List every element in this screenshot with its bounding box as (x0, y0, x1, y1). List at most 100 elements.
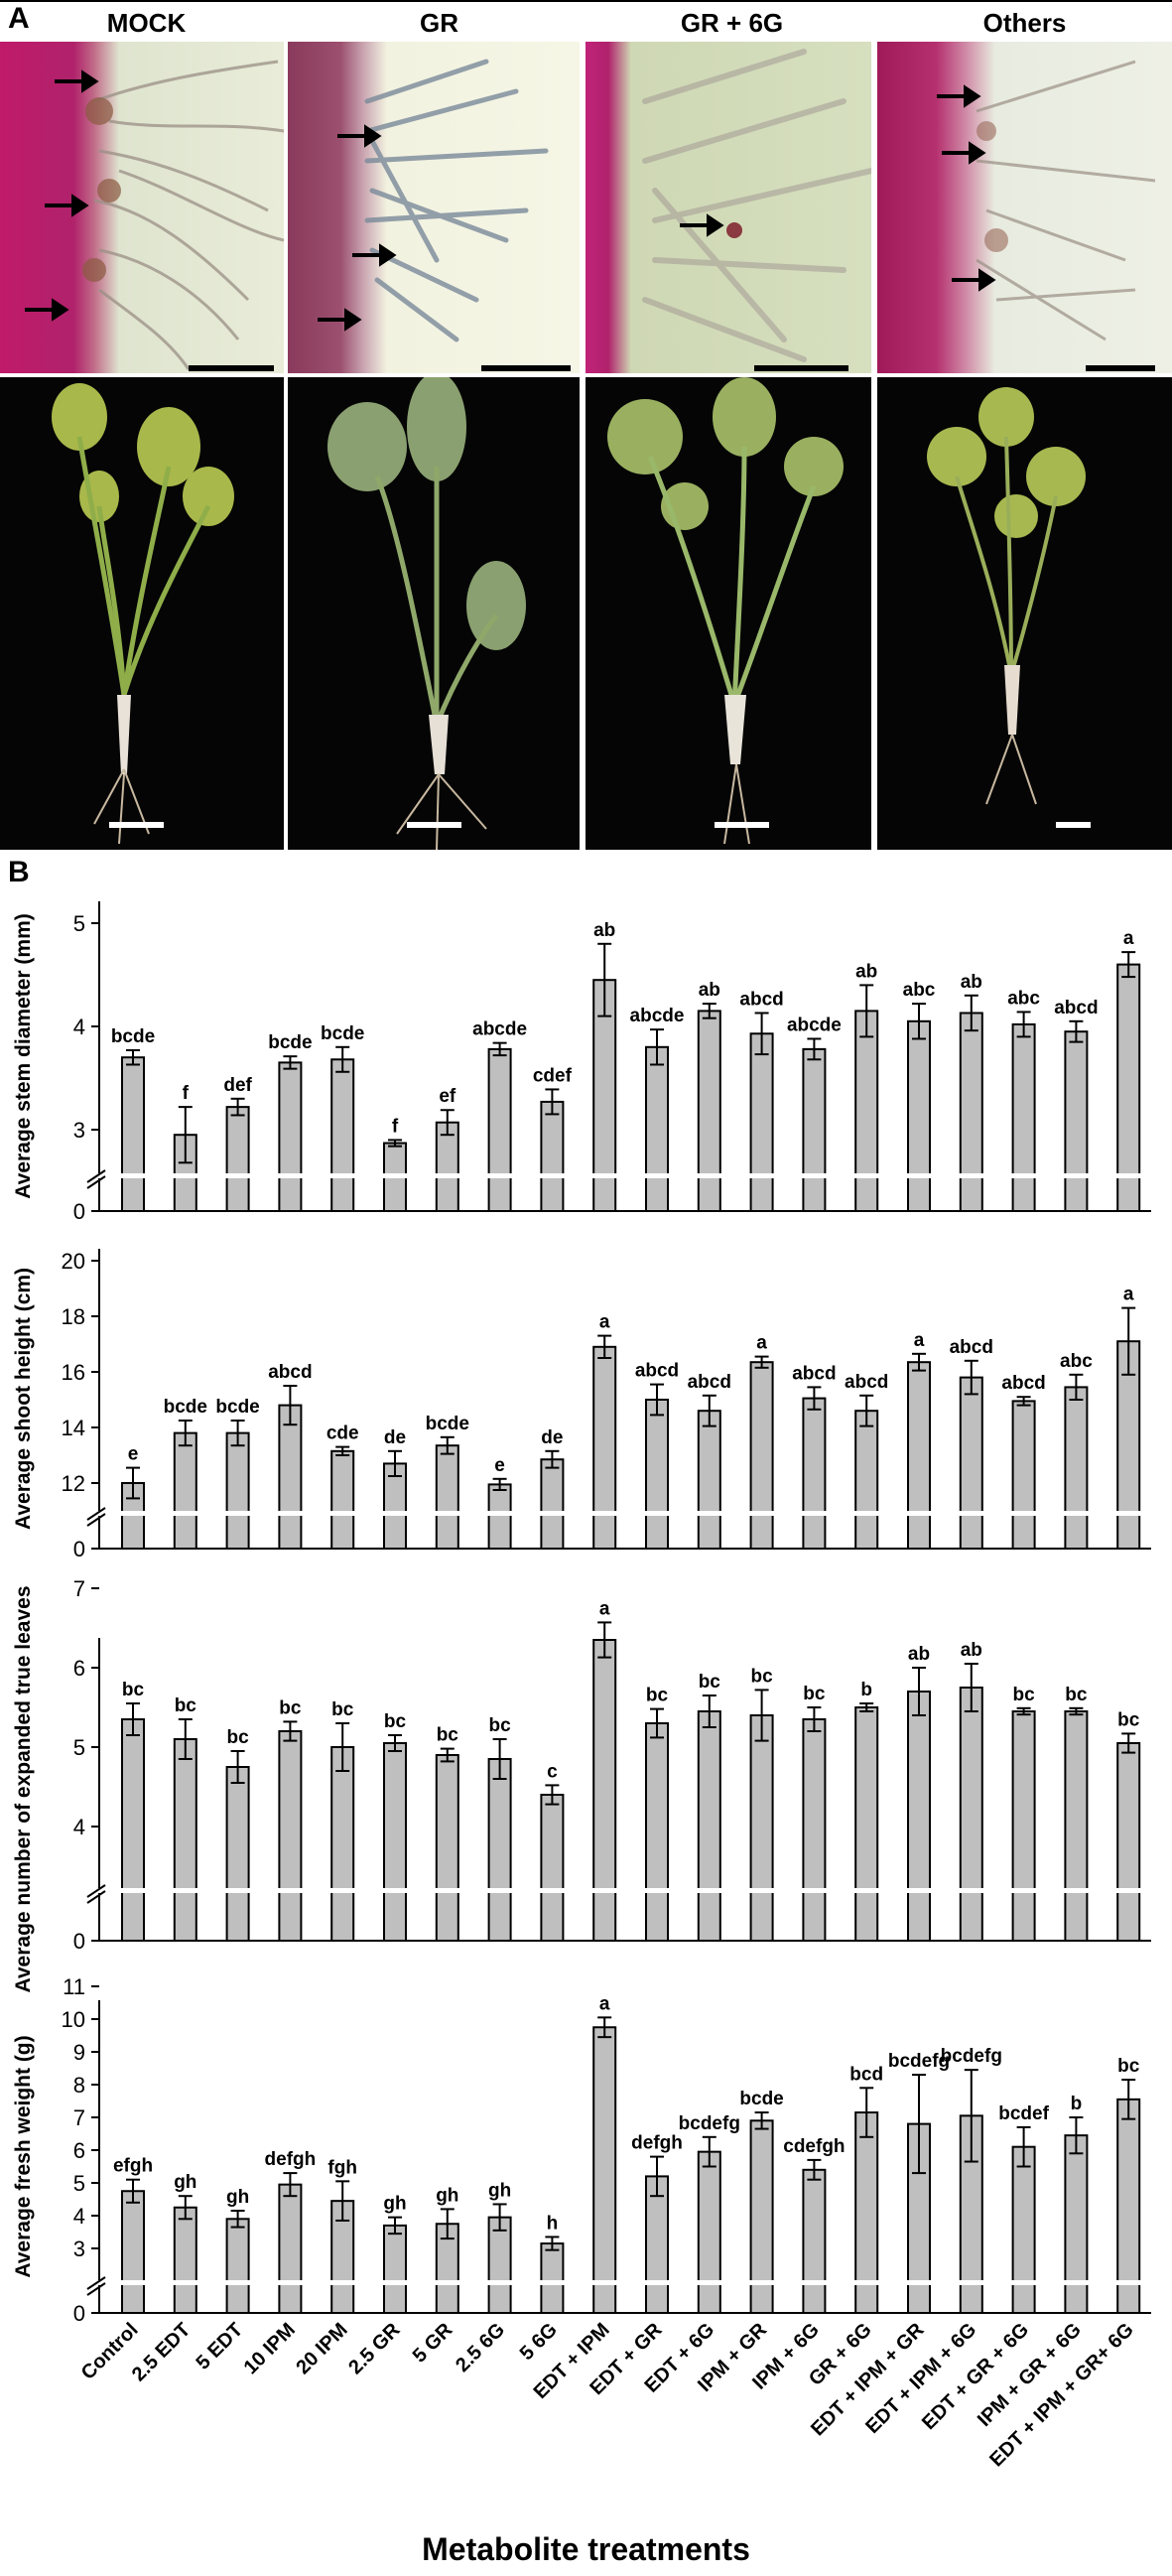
bar (383, 1742, 407, 1942)
significance-letter: bc (1117, 1709, 1140, 1730)
root-hairs-gr (318, 59, 549, 342)
significance-letter: bc (331, 1699, 354, 1720)
significance-letter: bc (699, 1672, 721, 1693)
bar (959, 1376, 983, 1550)
significance-letter: gh (226, 2187, 249, 2208)
significance-letter: bcde (215, 1397, 259, 1418)
plant-photo-others (877, 377, 1172, 850)
y-tick-label: 0 (73, 1929, 85, 1954)
significance-letter: bcde (321, 1023, 364, 1044)
significance-letter: a (1123, 928, 1134, 949)
significance-letter: a (1123, 1285, 1134, 1305)
significance-letter: ab (699, 980, 720, 1001)
significance-letter: abcde (630, 1006, 685, 1026)
plant-others (927, 387, 1086, 805)
significance-letter: def (223, 1075, 252, 1096)
bar (330, 1058, 355, 1213)
significance-letter: a (914, 1330, 925, 1351)
root-hairs-mock (25, 60, 284, 370)
bar (749, 1032, 774, 1213)
scale-bar (407, 822, 461, 828)
significance-letter: ab (855, 961, 877, 982)
significance-letter: gh (436, 2185, 458, 2206)
column-title-mock: MOCK (106, 8, 187, 38)
significance-letter: bc (1117, 2056, 1140, 2077)
category-label: 2.5 GR (344, 2319, 405, 2379)
y-tick-label: 6 (73, 1656, 85, 1681)
significance-letter: bcdefg (941, 2046, 1002, 2067)
bar (854, 1410, 879, 1550)
significance-letter: ab (908, 1644, 930, 1665)
bar (121, 1718, 145, 1942)
axis-break (87, 1511, 1149, 1516)
significance-letter: ab (593, 920, 615, 941)
y-tick-label: 0 (73, 1537, 85, 1561)
bar (959, 1012, 983, 1212)
axis-break (87, 1173, 1149, 1178)
panel-a: A MOCK GR GR + 6G Others (0, 0, 1172, 850)
y-tick-label: 4 (73, 1815, 85, 1839)
scale-bar (1056, 822, 1091, 828)
bar (487, 1758, 512, 1942)
significance-letter: de (384, 1427, 406, 1448)
bar (1064, 1710, 1089, 1942)
y-axis-label: Average number of expanded true leaves (12, 1585, 35, 1992)
significance-letter: abc (1007, 988, 1040, 1009)
y-tick-label: 16 (62, 1360, 85, 1385)
axis-break-mark (86, 2276, 106, 2290)
bar (697, 2150, 721, 2314)
significance-letter: a (599, 1598, 610, 1619)
significance-letter: bc (227, 1727, 250, 1748)
axis-break (87, 1888, 1149, 1893)
y-tick-label: 7 (73, 1576, 85, 1601)
root-hairs-others (937, 60, 1156, 341)
significance-letter: bcde (739, 2089, 783, 2109)
bar (1064, 1030, 1089, 1212)
significance-letter: a (599, 1312, 610, 1333)
significance-letter: bcdef (998, 2103, 1049, 2124)
bar (540, 1458, 565, 1550)
bar (330, 1449, 355, 1551)
category-label: 10 IPM (240, 2319, 300, 2378)
significance-letter: bcdefg (888, 2051, 950, 2072)
significance-letter: gh (383, 2194, 406, 2215)
micrograph-gr (288, 42, 580, 373)
bar (749, 1714, 774, 1942)
category-label: 5 6G (516, 2319, 562, 2365)
category-label: 2.5 EDT (128, 2319, 195, 2385)
axis-break-mark (86, 1884, 106, 1898)
bar (907, 1691, 931, 1942)
y-tick-label: 10 (62, 2007, 85, 2032)
significance-letter: bcde (164, 1397, 207, 1418)
plant-gr (327, 377, 526, 850)
significance-letter: e (494, 1455, 505, 1476)
y-tick-label: 12 (62, 1471, 85, 1496)
plant-gr-6g (607, 377, 844, 845)
bar (802, 2168, 827, 2315)
significance-letter: abcd (739, 989, 783, 1010)
significance-letter: bcde (268, 1032, 312, 1053)
y-tick-label: 0 (73, 1199, 85, 1224)
y-tick-label: 5 (73, 2171, 85, 2196)
bar (278, 1730, 303, 1942)
significance-letter: abcd (635, 1361, 679, 1382)
y-tick-label: 7 (73, 2105, 85, 2130)
significance-letter: cdef (533, 1065, 573, 1086)
significance-letter: bc (175, 1695, 197, 1716)
significance-letter: abc (1060, 1351, 1093, 1372)
axis-break-mark (86, 1513, 106, 1527)
bar (173, 2206, 197, 2314)
axis-break (87, 2280, 1149, 2285)
bar (278, 1061, 303, 1213)
significance-letter: efgh (113, 2156, 153, 2177)
significance-letter: abcde (787, 1015, 842, 1035)
bar (802, 1718, 827, 1942)
significance-letter: cdefgh (783, 2136, 845, 2157)
bar (802, 1397, 827, 1550)
bar (697, 1010, 721, 1213)
bar (487, 1483, 512, 1551)
y-tick-label: 14 (62, 1416, 85, 1440)
bar (645, 1399, 669, 1550)
bar (802, 1047, 827, 1212)
